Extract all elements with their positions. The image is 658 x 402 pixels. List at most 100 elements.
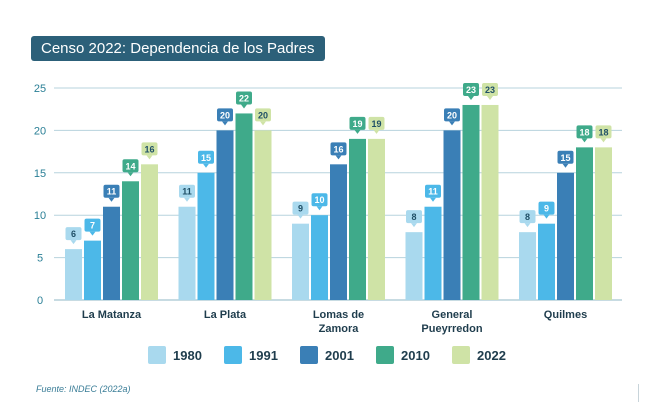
data-label: 8: [411, 212, 416, 222]
bar: [65, 249, 82, 300]
legend-label: 1991: [249, 348, 278, 363]
data-label-badge: [292, 201, 309, 215]
bar: [178, 206, 196, 300]
bar: [481, 104, 499, 301]
data-label-badge: [425, 184, 441, 198]
bar: [141, 164, 158, 300]
bar: [311, 215, 328, 300]
bar: [519, 232, 536, 300]
y-tick-label: 20: [34, 125, 46, 137]
y-tick-label: 15: [34, 168, 46, 180]
data-label-badge: [368, 116, 385, 130]
data-label-badge: [103, 184, 120, 198]
data-label-pointer: [543, 214, 550, 219]
data-label-pointer: [241, 104, 247, 109]
data-label: 11: [428, 187, 438, 197]
data-label-badge: [330, 142, 347, 156]
data-label-pointer: [184, 197, 190, 202]
data-label-pointer: [468, 95, 474, 100]
data-label-badge: [519, 210, 536, 224]
data-label-badge: [84, 218, 101, 232]
data-label: 23: [466, 85, 476, 95]
data-label-pointer: [449, 121, 455, 126]
x-tick-label: General: [432, 309, 473, 321]
data-label-badge: [576, 125, 593, 139]
data-label-badge: [444, 108, 460, 122]
legend-swatch: [300, 346, 318, 364]
source-note: Fuente: INDEC (2022a): [36, 384, 131, 394]
data-label-badge: [406, 210, 422, 224]
x-tick-label: Pueyrredon: [421, 323, 482, 335]
data-label-pointer: [203, 163, 209, 168]
legend-label: 2010: [401, 348, 430, 363]
legend-swatch: [148, 346, 166, 364]
data-label: 15: [201, 153, 211, 163]
bar: [576, 147, 593, 300]
data-label: 20: [220, 110, 230, 120]
legend-swatch: [452, 346, 470, 364]
data-label-badge: [595, 125, 612, 139]
data-label-badge: [255, 108, 271, 122]
data-label-badge: [141, 142, 158, 156]
data-label-badge: [538, 201, 555, 215]
bar: [462, 104, 480, 301]
bar: [368, 138, 385, 300]
data-label: 8: [525, 212, 530, 222]
data-label-pointer: [487, 95, 493, 100]
data-label: 19: [371, 119, 381, 129]
data-label-pointer: [411, 223, 417, 228]
bar: [443, 130, 461, 300]
data-label-pointer: [146, 155, 153, 160]
legend-label: 1980: [173, 348, 202, 363]
data-label: 18: [598, 127, 608, 137]
data-label: 20: [258, 110, 268, 120]
data-label-badge: [311, 193, 328, 207]
data-label-pointer: [354, 129, 361, 134]
data-label-pointer: [600, 138, 607, 143]
y-tick-label: 5: [37, 253, 43, 265]
bar: [595, 147, 612, 300]
data-label: 14: [125, 161, 135, 171]
data-label-pointer: [70, 240, 77, 245]
bar: [235, 113, 253, 300]
legend-swatch: [224, 346, 242, 364]
bar: [122, 181, 139, 300]
legend-label: 2001: [325, 348, 354, 363]
data-label: 15: [560, 153, 570, 163]
y-tick-label: 25: [34, 83, 46, 95]
data-label: 19: [352, 119, 362, 129]
x-tick-label: Zamora: [319, 323, 360, 335]
data-label: 20: [447, 110, 457, 120]
data-label: 22: [239, 93, 249, 103]
data-label: 16: [144, 144, 154, 154]
bar: [103, 206, 120, 300]
chart-title: Censo 2022: Dependencia de los Padres: [31, 36, 325, 61]
data-label: 6: [71, 229, 76, 239]
data-label-pointer: [127, 172, 134, 177]
data-label-pointer: [260, 121, 266, 126]
data-label: 9: [298, 204, 303, 214]
data-label: 9: [544, 204, 549, 214]
x-tick-label: La Plata: [204, 309, 247, 321]
data-label: 10: [314, 195, 324, 205]
divider: [638, 384, 639, 402]
data-label-badge: [557, 150, 574, 164]
data-label-pointer: [89, 231, 96, 236]
data-label: 7: [90, 221, 95, 231]
bar: [330, 164, 347, 300]
bar: [84, 240, 101, 300]
x-tick-label: La Matanza: [82, 309, 142, 321]
bar: [197, 172, 215, 300]
legend-label: 2022: [477, 348, 506, 363]
bar: [292, 223, 309, 300]
data-label-pointer: [524, 223, 531, 228]
data-label-badge: [217, 108, 233, 122]
data-label-pointer: [335, 155, 342, 160]
data-label-badge: [179, 184, 195, 198]
data-label: 11: [182, 187, 192, 197]
data-label-badge: [349, 116, 366, 130]
x-tick-label: Lomas de: [313, 309, 364, 321]
bar: [254, 130, 272, 300]
bar: [405, 232, 423, 300]
